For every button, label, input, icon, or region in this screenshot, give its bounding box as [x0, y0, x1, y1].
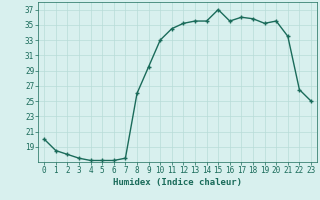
X-axis label: Humidex (Indice chaleur): Humidex (Indice chaleur): [113, 178, 242, 187]
